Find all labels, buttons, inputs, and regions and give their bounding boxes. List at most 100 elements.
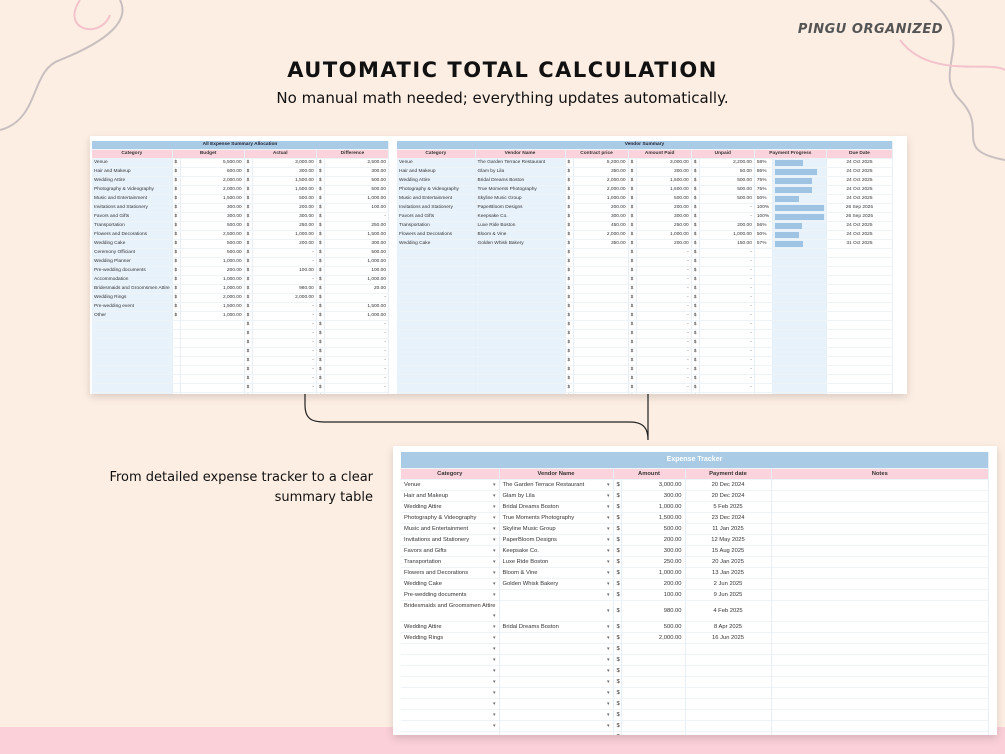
vendor-dropdown[interactable]: ▾	[499, 665, 614, 677]
category-dropdown[interactable]: Wedding Rings ▾	[401, 632, 500, 644]
table-row[interactable]: Photography & Videography ▾ True Moments P…	[401, 512, 989, 524]
chevron-down-icon[interactable]: ▾	[492, 525, 496, 532]
category-dropdown[interactable]: Invitations and Stationery ▾	[401, 534, 500, 546]
chevron-down-icon[interactable]: ▾	[606, 547, 610, 554]
chevron-down-icon[interactable]: ▾	[492, 591, 496, 598]
vendor-dropdown[interactable]: Golden Whisk Bakery ▾	[499, 578, 614, 590]
chevron-down-icon[interactable]: ▾	[606, 678, 610, 685]
chevron-down-icon[interactable]: ▾	[492, 700, 496, 707]
table-row[interactable]: ▾▾$	[401, 720, 989, 732]
table-row[interactable]: Flowers and Decorations ▾ Bloom & Vine ▾ $1,…	[401, 567, 989, 579]
vendor-dropdown[interactable]: Bloom & Vine ▾	[499, 567, 614, 579]
category-dropdown[interactable]: ▾	[401, 687, 500, 699]
vendor-dropdown[interactable]: The Garden Terrace Restaurant ▾	[499, 479, 614, 491]
chevron-down-icon[interactable]: ▾	[492, 569, 496, 576]
vendor-dropdown[interactable]: Luxe Ride Boston ▾	[499, 556, 614, 568]
vendor-dropdown[interactable]: ▾	[499, 589, 614, 601]
table-row[interactable]: Wedding Cake ▾ Golden Whisk Bakery ▾ $200.00…	[401, 578, 989, 590]
chevron-down-icon[interactable]: ▾	[606, 525, 610, 532]
chevron-down-icon[interactable]: ▾	[492, 558, 496, 565]
table-row[interactable]: Transportation ▾ Luxe Ride Boston ▾ $250.00 2…	[401, 556, 989, 568]
category-dropdown[interactable]: Wedding Attire ▾	[401, 621, 500, 633]
chevron-down-icon[interactable]: ▾	[607, 732, 610, 736]
table-row[interactable]: Wedding Rings ▾ ▾ $2,000.00 16 Jun 2025	[401, 632, 989, 644]
table-row[interactable]: ▾▾$	[401, 654, 989, 666]
chevron-down-icon[interactable]: ▾	[606, 503, 610, 510]
chevron-down-icon[interactable]: ▾	[606, 711, 610, 718]
category-dropdown[interactable]: ▾	[401, 698, 500, 710]
category-dropdown[interactable]: ▾	[401, 709, 500, 721]
category-dropdown[interactable]: Transportation ▾	[401, 556, 500, 568]
chevron-down-icon[interactable]: ▾	[606, 700, 610, 707]
category-dropdown[interactable]: Bridesmaids and Groomsmen Attire ▾	[401, 600, 500, 622]
chevron-down-icon[interactable]: ▾	[492, 623, 496, 630]
chevron-down-icon[interactable]: ▾	[606, 634, 610, 641]
chevron-down-icon[interactable]: ▾	[606, 623, 610, 630]
category-dropdown[interactable]: ▾	[401, 731, 500, 736]
chevron-down-icon[interactable]: ▾	[492, 689, 496, 696]
chevron-down-icon[interactable]: ▾	[492, 536, 496, 543]
table-row[interactable]: Invitations and Stationery ▾ PaperBloom De…	[401, 534, 989, 546]
table-row[interactable]: ▾▾$	[401, 731, 989, 735]
category-dropdown[interactable]: Venue ▾	[401, 479, 500, 491]
chevron-down-icon[interactable]: ▾	[606, 558, 610, 565]
vendor-dropdown[interactable]: ▾	[499, 643, 614, 655]
category-dropdown[interactable]: Flowers and Decorations ▾	[401, 567, 500, 579]
table-row[interactable]: ▾▾$	[401, 643, 989, 655]
chevron-down-icon[interactable]: ▾	[492, 612, 496, 619]
category-dropdown[interactable]: Hair and Makeup ▾	[401, 490, 500, 502]
chevron-down-icon[interactable]: ▾	[606, 514, 610, 521]
category-dropdown[interactable]: Music and Entertainment ▾	[401, 523, 500, 535]
table-row[interactable]: Wedding Attire ▾ Bridal Dreams Boston ▾ $500…	[401, 621, 989, 633]
chevron-down-icon[interactable]: ▾	[492, 547, 496, 554]
chevron-down-icon[interactable]: ▾	[606, 656, 610, 663]
chevron-down-icon[interactable]: ▾	[606, 689, 610, 696]
chevron-down-icon[interactable]: ▾	[492, 722, 496, 729]
category-dropdown[interactable]: ▾	[401, 676, 500, 688]
chevron-down-icon[interactable]: ▾	[492, 656, 496, 663]
chevron-down-icon[interactable]: ▾	[492, 580, 496, 587]
chevron-down-icon[interactable]: ▾	[606, 580, 610, 587]
chevron-down-icon[interactable]: ▾	[492, 667, 496, 674]
chevron-down-icon[interactable]: ▾	[606, 722, 610, 729]
chevron-down-icon[interactable]: ▾	[606, 492, 610, 499]
table-row[interactable]: ▾▾$	[401, 698, 989, 710]
chevron-down-icon[interactable]: ▾	[492, 711, 496, 718]
category-dropdown[interactable]: Favors and Gifts ▾	[401, 545, 500, 557]
category-dropdown[interactable]: Wedding Attire ▾	[401, 501, 500, 513]
category-dropdown[interactable]: Photography & Videography ▾	[401, 512, 500, 524]
chevron-down-icon[interactable]: ▾	[493, 732, 496, 736]
category-dropdown[interactable]: Pre-wedding documents ▾	[401, 589, 500, 601]
vendor-dropdown[interactable]: ▾	[499, 632, 614, 644]
chevron-down-icon[interactable]: ▾	[492, 634, 496, 641]
category-dropdown[interactable]: ▾	[401, 654, 500, 666]
vendor-dropdown[interactable]: Keepsake Co. ▾	[499, 545, 614, 557]
vendor-dropdown[interactable]: ▾	[499, 720, 614, 732]
chevron-down-icon[interactable]: ▾	[606, 591, 610, 598]
vendor-dropdown[interactable]: True Moments Photography ▾	[499, 512, 614, 524]
category-dropdown[interactable]: ▾	[401, 643, 500, 655]
chevron-down-icon[interactable]: ▾	[606, 667, 610, 674]
chevron-down-icon[interactable]: ▾	[492, 481, 496, 488]
vendor-dropdown[interactable]: Bridal Dreams Boston ▾	[499, 501, 614, 513]
chevron-down-icon[interactable]: ▾	[606, 536, 610, 543]
vendor-dropdown[interactable]: ▾	[499, 600, 614, 622]
vendor-dropdown[interactable]: ▾	[499, 731, 614, 736]
table-row[interactable]: Bridesmaids and Groomsmen Attire ▾ ▾ $980.0…	[401, 600, 989, 622]
table-row[interactable]: Pre-wedding documents ▾ ▾ $100.00 9 Jun 2025	[401, 589, 989, 601]
chevron-down-icon[interactable]: ▾	[606, 645, 610, 652]
vendor-dropdown[interactable]: ▾	[499, 709, 614, 721]
chevron-down-icon[interactable]: ▾	[492, 645, 496, 652]
table-row[interactable]: Favors and Gifts ▾ Keepsake Co. ▾ $300.00 15 …	[401, 545, 989, 557]
category-dropdown[interactable]: ▾	[401, 665, 500, 677]
vendor-dropdown[interactable]: Glam by Lila ▾	[499, 490, 614, 502]
table-row[interactable]: ▾▾$	[401, 687, 989, 699]
category-dropdown[interactable]: Wedding Cake ▾	[401, 578, 500, 590]
vendor-dropdown[interactable]: ▾	[499, 687, 614, 699]
table-row[interactable]: Hair and Makeup ▾ Glam by Lila ▾ $300.00 20 D…	[401, 490, 989, 502]
chevron-down-icon[interactable]: ▾	[492, 514, 496, 521]
table-row[interactable]: ▾▾$	[401, 665, 989, 677]
chevron-down-icon[interactable]: ▾	[492, 492, 496, 499]
table-row[interactable]: Wedding Attire ▾ Bridal Dreams Boston ▾ $1,0…	[401, 501, 989, 513]
chevron-down-icon[interactable]: ▾	[606, 569, 610, 576]
